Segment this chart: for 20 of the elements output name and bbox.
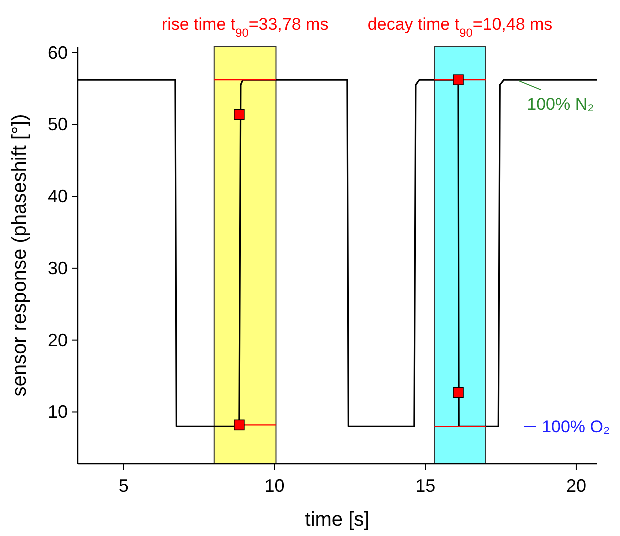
y-tick-label: 20 — [48, 330, 68, 350]
point — [234, 109, 245, 120]
y-axis-title: sensor response (phaseshift [°]) — [9, 114, 31, 397]
x-tick-label: 20 — [566, 476, 586, 496]
x-tick-label: 15 — [416, 476, 436, 496]
point — [453, 387, 464, 398]
point — [234, 420, 245, 431]
annotation: 100% N₂ — [527, 95, 594, 114]
y-tick-label: 30 — [48, 258, 68, 278]
y-tick-label: 10 — [48, 402, 68, 422]
y-tick-label: 60 — [48, 42, 68, 63]
annotation: 100% O₂ — [542, 418, 610, 437]
x-axis-title: time [s] — [305, 509, 370, 531]
x-tick-label: 5 — [118, 476, 129, 496]
band-label: decay time t$_{90}$=10,48 ms — [368, 15, 553, 40]
band-label: rise time t$_{90}$=33,78 ms — [162, 15, 329, 40]
y-tick-label: 50 — [48, 114, 68, 135]
x-tick-label: 10 — [264, 476, 285, 496]
y-tick-label: 40 — [48, 186, 68, 207]
point — [453, 74, 464, 86]
